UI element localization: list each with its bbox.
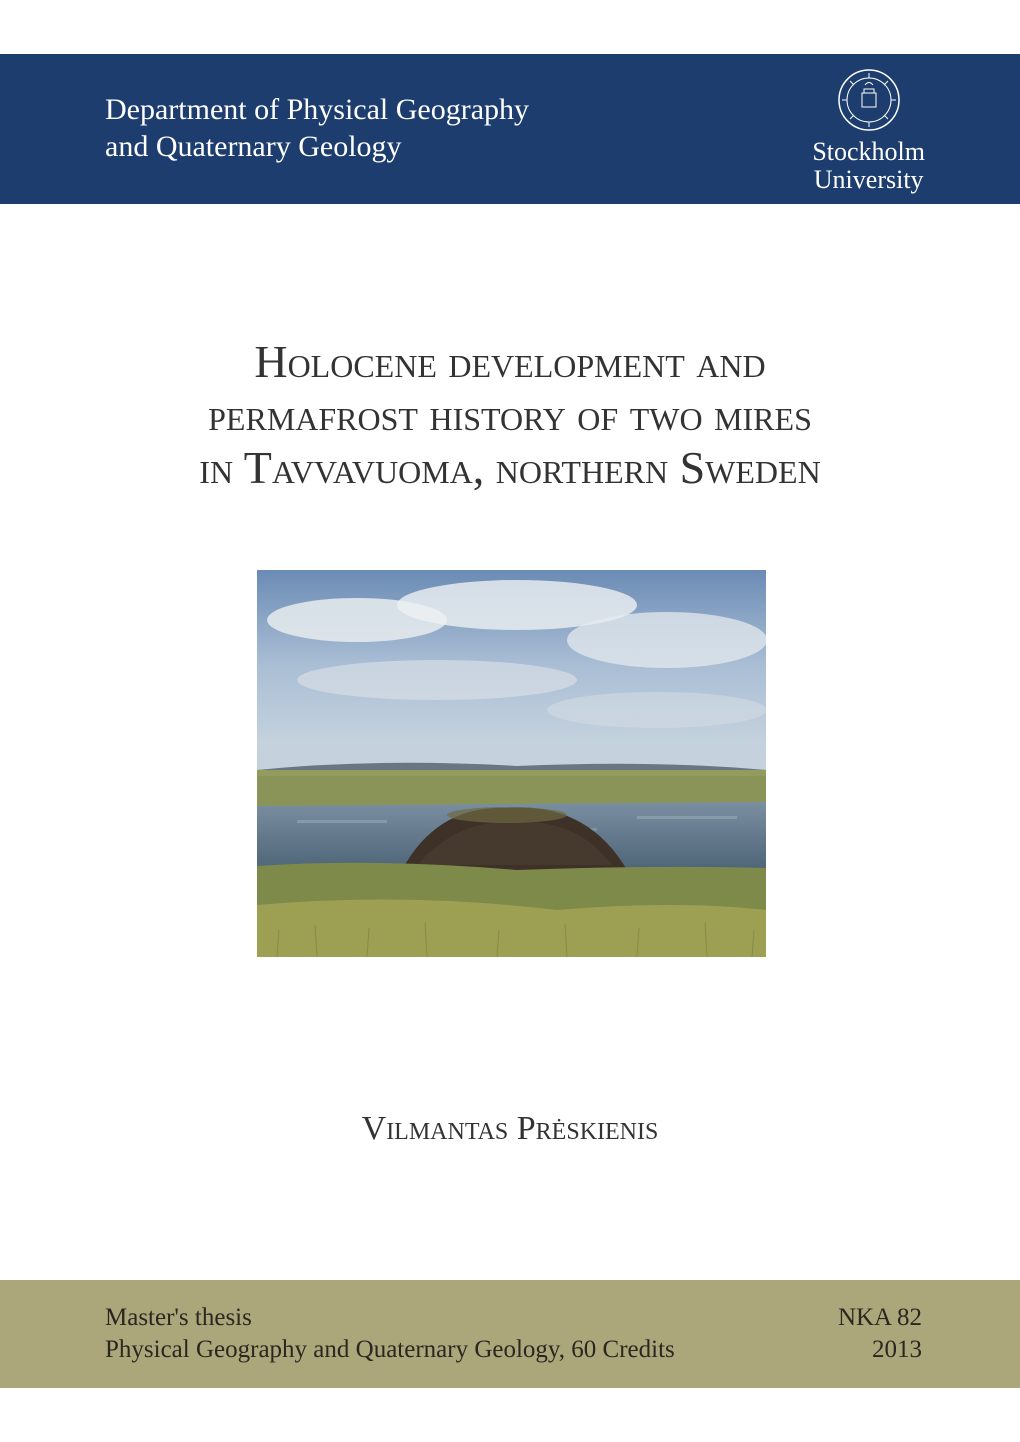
series-code: NKA 82 [838,1302,922,1335]
thesis-info: Master's thesis Physical Geography and Q… [105,1302,675,1367]
header-banner: Department of Physical Geography and Qua… [0,54,1020,204]
department-line-1: Department of Physical Geography [105,93,529,126]
thesis-type: Master's thesis [105,1302,675,1335]
author-name-text: Vilmantas Prėskienis [362,1110,659,1147]
department-name: Department of Physical Geography and Qua… [105,92,529,165]
cover-page: Department of Physical Geography and Qua… [0,0,1020,1442]
department-line-2: and Quaternary Geology [105,130,402,163]
university-name: Stockholm University [812,138,925,193]
university-seal-icon [834,65,904,135]
title-line-2: permafrost history of two mires [208,389,812,440]
publication-year: 2013 [838,1334,922,1367]
title-line-3: in Tavvavuoma, northern Sweden [199,442,820,493]
thesis-title: Holocene development and permafrost hist… [0,336,1020,495]
footer-banner: Master's thesis Physical Geography and Q… [0,1280,1020,1388]
university-logo-block: Stockholm University [812,65,925,193]
university-name-line-2: University [812,166,925,193]
university-name-line-1: Stockholm [812,138,925,165]
author-name: Vilmantas Prėskienis [0,1110,1020,1148]
title-line-1: Holocene development and [254,336,765,387]
landscape-illustration-icon [257,570,766,957]
publication-code: NKA 82 2013 [838,1302,922,1367]
thesis-programme: Physical Geography and Quaternary Geolog… [105,1334,675,1367]
cover-photograph [257,570,766,957]
